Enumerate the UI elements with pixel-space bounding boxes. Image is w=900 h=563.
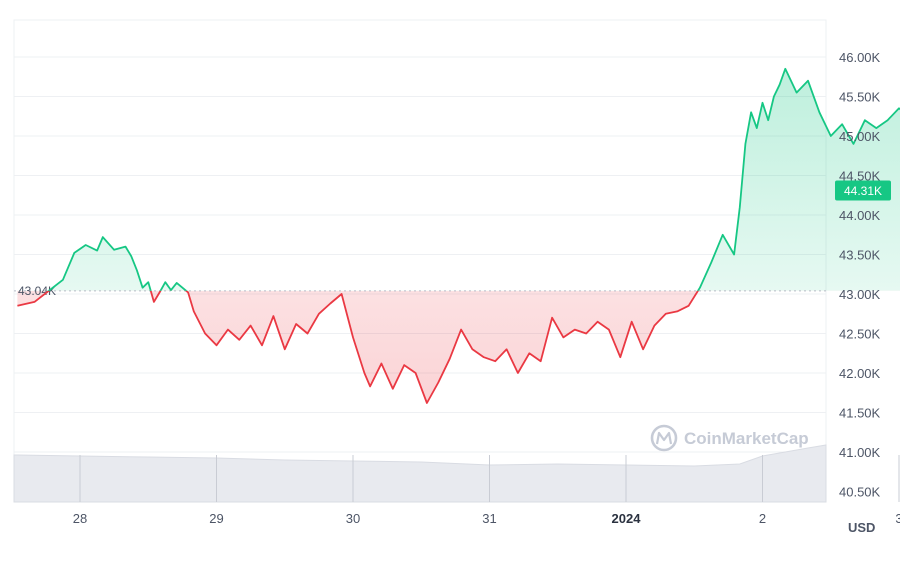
y-tick-label: 45.50K <box>839 90 881 105</box>
price-line-down <box>17 290 700 404</box>
area-fill-above-reference <box>17 68 900 291</box>
coinmarketcap-logo-icon <box>650 424 678 452</box>
y-tick-label: 46.00K <box>839 50 881 65</box>
x-tick-label: 30 <box>346 511 360 526</box>
reference-line-label: 43.04K <box>18 284 56 298</box>
y-tick-label: 42.50K <box>839 327 881 342</box>
y-tick-label: 40.50K <box>839 485 881 500</box>
price-line <box>17 67 900 404</box>
x-tick-label: 29 <box>209 511 223 526</box>
current-price-label: 44.31K <box>844 184 882 198</box>
x-tick-label: 3 <box>895 511 900 526</box>
watermark-text: CoinMarketCap <box>684 429 809 448</box>
y-tick-label: 43.00K <box>839 287 881 302</box>
x-tick-label: 31 <box>482 511 496 526</box>
y-tick-label: 41.00K <box>839 445 881 460</box>
y-tick-label: 44.50K <box>839 169 881 184</box>
y-axis-ticks: 46.00K 45.50K 45.00K 44.50K 44.00K 43.50K 43.0… <box>839 50 881 500</box>
y-tick-label: 44.00K <box>839 208 881 223</box>
x-tick-label: 2 <box>759 511 766 526</box>
price-line-up <box>47 67 900 291</box>
volume-area-shape <box>13 444 827 503</box>
price-area-fill <box>17 68 900 403</box>
x-axis-ticks: 28 29 30 31 2024 2 3 <box>73 511 900 526</box>
current-price-badge: 44.31K <box>835 180 891 201</box>
coinmarketcap-watermark: CoinMarketCap <box>650 424 809 452</box>
y-tick-label: 45.00K <box>839 129 881 144</box>
y-tick-label: 41.50K <box>839 406 881 421</box>
reference-line-group: 43.04K <box>14 284 826 298</box>
current-price-badge-bg <box>835 180 891 201</box>
area-fill-below-reference <box>17 290 698 403</box>
x-tick-lines <box>79 455 900 502</box>
x-tick-label: 28 <box>73 511 87 526</box>
currency-unit-label: USD <box>848 520 875 535</box>
volume-area <box>13 444 827 503</box>
y-tick-label: 43.50K <box>839 248 881 263</box>
y-tick-label: 42.00K <box>839 366 881 381</box>
x-tick-label: 2024 <box>612 511 642 526</box>
